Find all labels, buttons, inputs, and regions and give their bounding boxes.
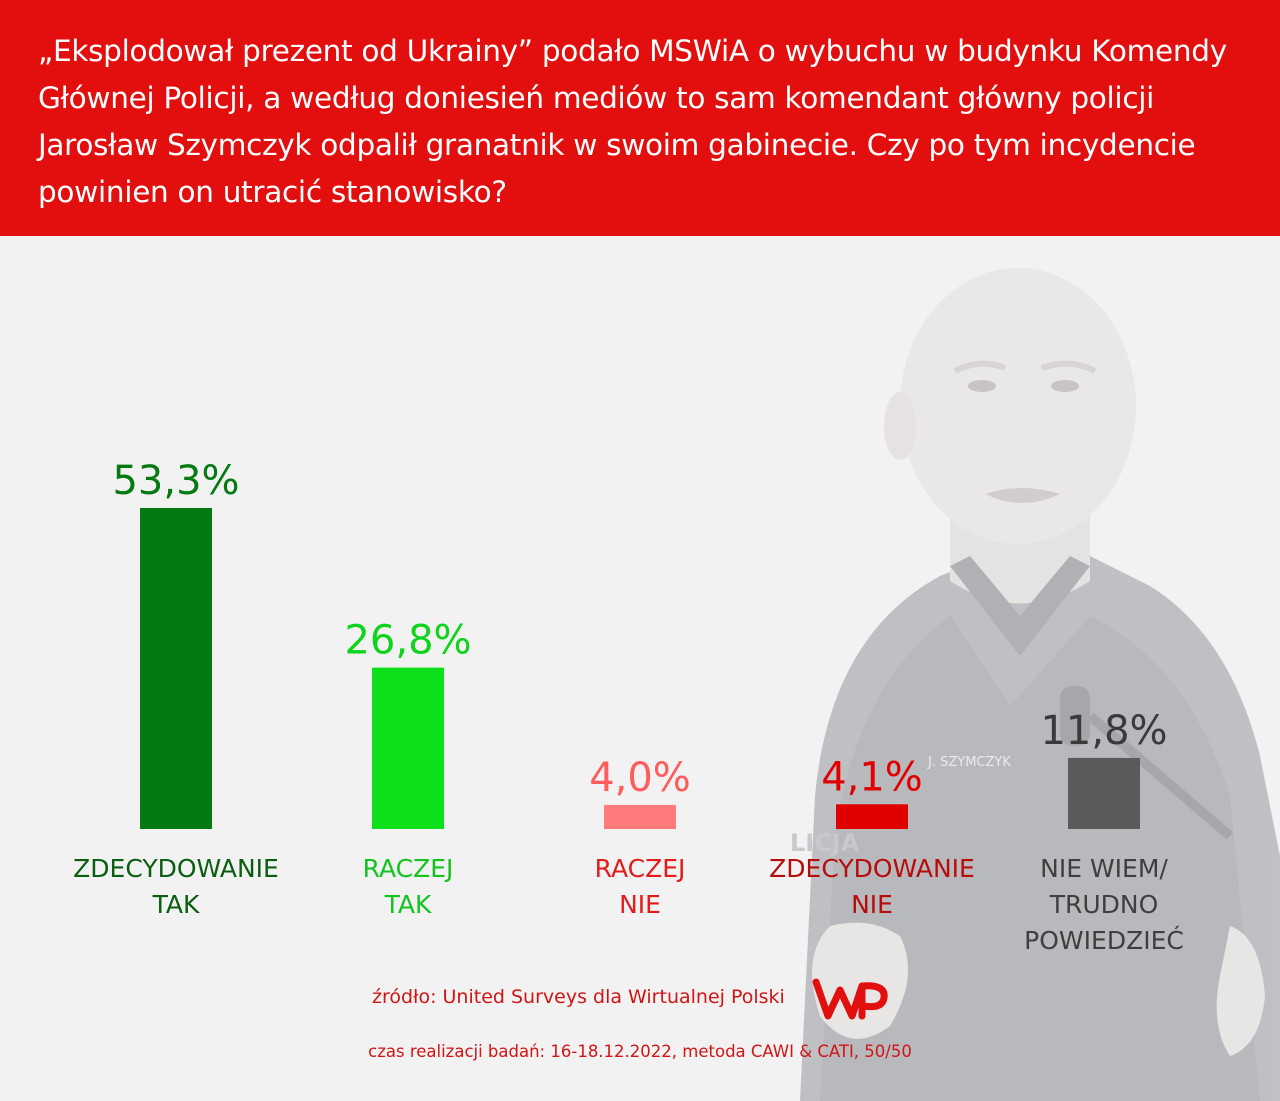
category-label-5: NIE WIEM/ TRUDNO POWIEDZIEĆ: [1024, 854, 1184, 955]
value-label-4: 4,1%: [821, 754, 923, 800]
method-footnote: czas realizacji badań: 16-18.12.2022, me…: [368, 1042, 912, 1061]
sleeve-text: LICJA: [790, 829, 860, 857]
hand-right: [1216, 926, 1265, 1056]
bar-1: [140, 508, 212, 829]
category-label-3: RACZEJ NIE: [594, 854, 686, 919]
microphone: [1060, 686, 1090, 746]
name-badge-text: J. SZYMCZYK: [927, 755, 1011, 770]
name-badge: [910, 746, 1028, 774]
eyebrows: [953, 360, 1097, 374]
category-label-2: RACZEJ TAK: [362, 854, 454, 919]
category-label-1: ZDECYDOWANIE TAK: [73, 854, 279, 919]
value-label-1: 53,3%: [112, 458, 239, 504]
wp-logo: [812, 978, 888, 1020]
bar-5: [1068, 757, 1140, 829]
uniform-shadow: [820, 616, 1260, 1101]
hand-left: [812, 922, 908, 1039]
category-label-4: ZDECYDOWANIE NIE: [769, 854, 975, 919]
bar-2: [372, 667, 444, 829]
source-text: źródło: United Surveys dla Wirtualnej Po…: [372, 986, 785, 1008]
background-photo: J. SZYMCZYK LICJA: [760, 236, 1280, 1101]
header-banner: „Eksplodował prezent od Ukrainy” podało …: [0, 0, 1280, 236]
bar-chart: 53,3% 26,8% 4,0% 4,1% 11,8%: [112, 458, 1168, 829]
bar-3: [604, 804, 676, 829]
value-label-5: 11,8%: [1040, 708, 1167, 754]
survey-question: „Eksplodował prezent od Ukrainy” podało …: [38, 34, 1227, 209]
eye-right: [1051, 380, 1079, 392]
value-label-3: 4,0%: [589, 755, 691, 801]
head: [900, 268, 1136, 544]
value-label-2: 26,8%: [344, 618, 471, 664]
mouth: [985, 488, 1060, 503]
bar-4: [836, 804, 908, 829]
microphone-stand: [1086, 712, 1234, 840]
eye-left: [968, 380, 996, 392]
ear: [884, 392, 916, 460]
shirt-collar: [950, 556, 1090, 656]
